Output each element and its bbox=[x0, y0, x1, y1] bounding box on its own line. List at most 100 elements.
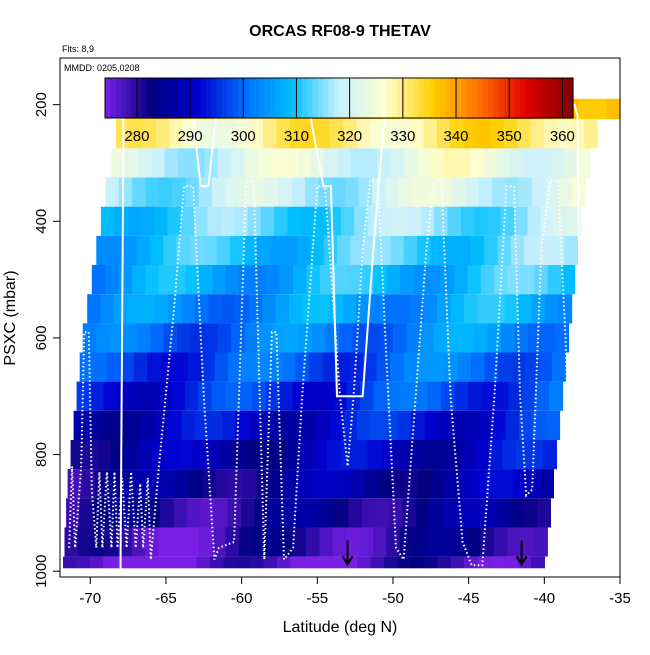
heat-cell bbox=[517, 294, 532, 324]
heat-cell bbox=[530, 119, 545, 149]
heat-cell bbox=[278, 177, 293, 207]
heat-cell bbox=[402, 498, 417, 528]
heat-cell bbox=[463, 294, 478, 324]
heat-cell bbox=[494, 265, 509, 295]
heat-cell bbox=[298, 323, 313, 353]
colorbar-swatch bbox=[567, 78, 574, 118]
heat-cell bbox=[285, 323, 300, 353]
heat-cell bbox=[466, 527, 481, 557]
heat-cell bbox=[499, 469, 514, 499]
heat-cell bbox=[403, 235, 418, 266]
heat-cell bbox=[289, 294, 304, 324]
heat-cell bbox=[363, 148, 378, 178]
colorbar-tick-label: 330 bbox=[390, 128, 415, 145]
heat-cell bbox=[465, 177, 480, 207]
heat-cell bbox=[512, 469, 527, 499]
heat-cell bbox=[270, 469, 285, 499]
heat-cell bbox=[450, 294, 465, 324]
heat-cell bbox=[563, 148, 578, 178]
heat-cell bbox=[225, 381, 240, 411]
heat-cell bbox=[105, 177, 120, 207]
colorbar-swatch bbox=[440, 78, 446, 118]
heat-cell bbox=[576, 148, 591, 178]
heat-cell bbox=[143, 556, 158, 569]
x-axis-label: Latitude (deg N) bbox=[283, 619, 398, 636]
heat-cell bbox=[154, 294, 169, 324]
heat-cell bbox=[141, 410, 156, 440]
colorbar-swatch bbox=[530, 78, 537, 118]
heat-cell bbox=[252, 381, 267, 411]
heat-cell bbox=[426, 527, 441, 557]
heat-cell bbox=[390, 235, 405, 266]
heat-cell bbox=[239, 265, 254, 295]
heat-cell bbox=[292, 177, 306, 207]
heat-cell bbox=[440, 527, 455, 557]
heat-cell bbox=[490, 294, 505, 324]
heat-cell bbox=[327, 206, 342, 236]
heat-cell bbox=[204, 323, 219, 353]
colorbar-swatch bbox=[450, 78, 457, 118]
heat-cell bbox=[216, 235, 231, 266]
heat-cell bbox=[103, 381, 118, 411]
heat-cell bbox=[451, 410, 466, 440]
heat-cell bbox=[306, 265, 321, 295]
heat-cell bbox=[246, 440, 261, 470]
heat-cell bbox=[531, 294, 546, 324]
heat-cell bbox=[474, 206, 488, 236]
x-tick-label: -65 bbox=[155, 590, 177, 607]
heat-cell bbox=[390, 148, 405, 178]
heat-cell bbox=[460, 206, 475, 236]
heat-cell bbox=[90, 381, 105, 411]
heat-cell bbox=[163, 323, 178, 353]
colorbar-tick-label: 350 bbox=[497, 128, 522, 145]
colorbar-swatch bbox=[551, 78, 558, 118]
heat-cell bbox=[350, 235, 365, 266]
y-axis: 200 400 600 800 1000 bbox=[33, 92, 61, 588]
heat-cell bbox=[484, 352, 499, 382]
heat-cell bbox=[332, 177, 346, 207]
heat-cell bbox=[235, 410, 250, 440]
colorbar-swatch bbox=[184, 78, 191, 118]
heat-cell bbox=[396, 294, 411, 324]
heat-cell bbox=[132, 265, 146, 295]
colorbar-swatch bbox=[339, 78, 345, 118]
heat-cell bbox=[279, 381, 294, 411]
heat-cell bbox=[510, 148, 524, 178]
heat-cell bbox=[524, 235, 539, 266]
colorbar-swatch bbox=[253, 78, 260, 118]
heat-cell bbox=[415, 498, 430, 528]
heat-cell bbox=[550, 235, 565, 266]
heat-cell bbox=[270, 235, 285, 266]
heat-cell bbox=[536, 148, 551, 178]
colorbar-swatch bbox=[546, 78, 553, 118]
colorbar-swatch bbox=[525, 78, 531, 118]
heat-cell bbox=[211, 381, 226, 411]
heat-cell bbox=[539, 469, 554, 499]
heat-cell bbox=[238, 177, 253, 207]
colorbar-swatch bbox=[445, 78, 452, 118]
colorbar-swatch bbox=[269, 78, 276, 118]
heat-cell bbox=[322, 352, 337, 382]
marker-arrow-head bbox=[515, 555, 528, 567]
heat-cell bbox=[283, 469, 298, 499]
heat-cell bbox=[501, 323, 516, 353]
colorbar-swatch bbox=[259, 78, 266, 118]
heat-cell bbox=[82, 323, 97, 353]
heat-cell bbox=[289, 119, 304, 149]
colorbar-swatch bbox=[381, 78, 388, 118]
heat-cell bbox=[343, 119, 358, 149]
heat-cell bbox=[541, 323, 556, 353]
y-axis-label: PSXC (mbar) bbox=[2, 270, 19, 365]
heat-cell bbox=[519, 410, 534, 440]
heat-cell bbox=[483, 148, 498, 178]
colorbar-swatch bbox=[312, 78, 319, 118]
heat-cell bbox=[362, 498, 377, 528]
heat-cell bbox=[249, 119, 264, 149]
heat-cell bbox=[81, 469, 96, 499]
colorbar-swatch bbox=[535, 78, 542, 118]
colorbar-swatch bbox=[333, 78, 340, 118]
colorbar-swatch bbox=[275, 78, 282, 118]
heat-cell bbox=[351, 469, 366, 499]
colorbar-swatch bbox=[557, 78, 563, 118]
heat-cell bbox=[274, 206, 288, 236]
